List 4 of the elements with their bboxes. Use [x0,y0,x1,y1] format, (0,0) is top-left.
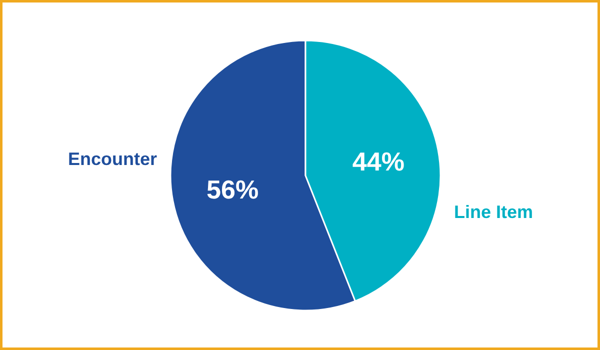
data-label: 44% [352,146,404,177]
slice-label: Line Item [454,202,534,222]
slice-label: Encounter [68,148,157,169]
data-label: 56% [206,174,259,204]
